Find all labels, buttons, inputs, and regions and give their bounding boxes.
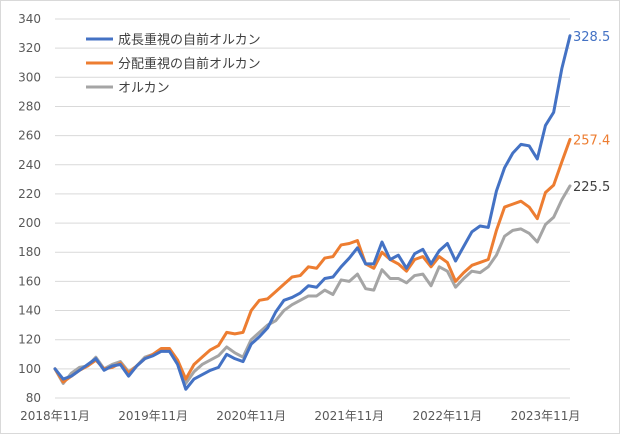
- series-line-2: [53, 184, 572, 385]
- y-tick-label: 260: [18, 129, 41, 143]
- y-tick-label: 340: [18, 12, 41, 26]
- x-tick-label: 2023年11月: [511, 409, 581, 423]
- x-tick-label: 2018年11月: [20, 409, 90, 423]
- y-tick-label: 300: [18, 70, 41, 84]
- y-tick-label: 100: [18, 362, 41, 376]
- x-tick-label: 2019年11月: [118, 409, 188, 423]
- series-lines: [53, 34, 572, 391]
- y-tick-label: 240: [18, 158, 41, 172]
- series-line-0: [53, 34, 572, 391]
- gridlines: [55, 18, 570, 399]
- x-tick-label: 2020年11月: [216, 409, 286, 423]
- y-tick-label: 280: [18, 99, 41, 113]
- x-tick-label: 2021年11月: [314, 409, 384, 423]
- y-tick-label: 120: [18, 333, 41, 347]
- y-tick-label: 140: [18, 304, 41, 318]
- legend-label-2: オルカン: [118, 81, 170, 96]
- y-tick-label: 80: [26, 391, 41, 405]
- x-tick-label: 2022年11月: [412, 409, 482, 423]
- y-tick-label: 220: [18, 187, 41, 201]
- x-axis-ticks: 2018年11月 2019年11月 2020年11月 2021年11月 2022年11月…: [20, 409, 580, 423]
- y-tick-label: 320: [18, 41, 41, 55]
- end-label-0: 328.5: [573, 30, 610, 45]
- end-labels: 328.5 257.4 225.5: [573, 30, 610, 195]
- y-tick-label: 180: [18, 245, 41, 259]
- legend-label-1: 分配重視の自前オルカン: [118, 56, 261, 72]
- y-tick-label: 200: [18, 216, 41, 230]
- end-label-1: 257.4: [573, 133, 610, 148]
- end-label-2: 225.5: [573, 180, 610, 195]
- y-axis-ticks: 80 100 120 140 160 180 200 220 240 260 280 300 320 34…: [18, 12, 41, 405]
- legend-label-0: 成長重視の自前オルカン: [118, 32, 261, 48]
- y-tick-label: 160: [18, 274, 41, 288]
